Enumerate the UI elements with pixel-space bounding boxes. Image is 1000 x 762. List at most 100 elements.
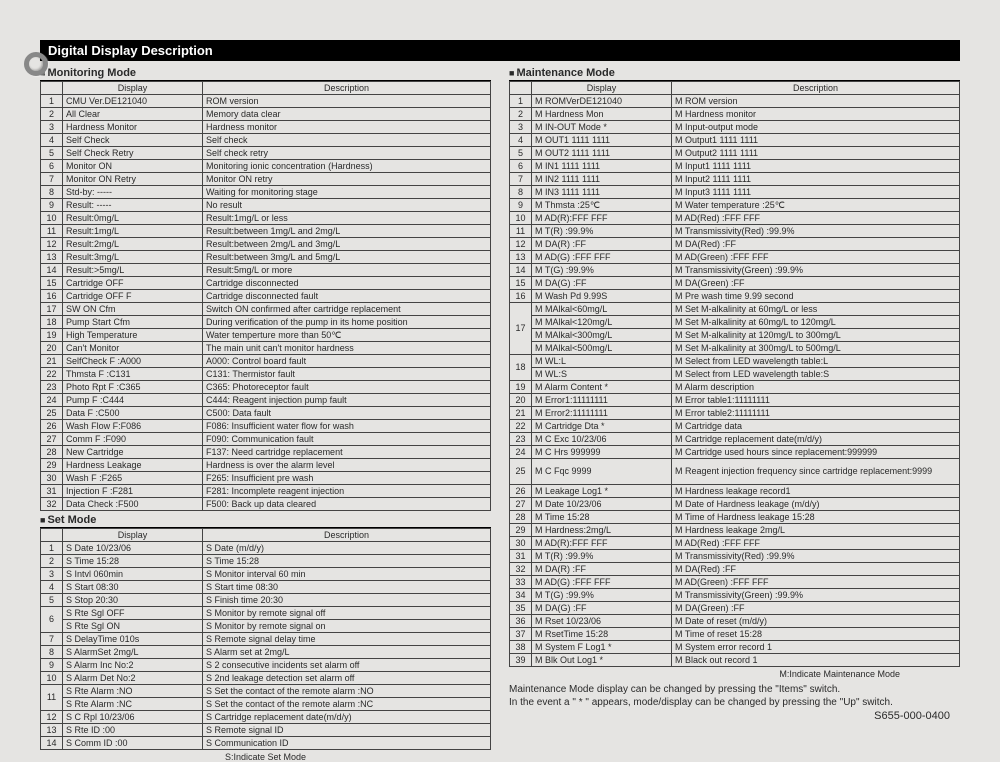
table-row: 27M Date 10/23/06M Date of Hardness leak… <box>510 498 960 511</box>
table-row: 7M IN2 1111 1111M Input2 1111 1111 <box>510 173 960 186</box>
row-index: 18 <box>510 355 532 381</box>
description-cell: Monitoring ionic concentration (Hardness… <box>203 160 491 173</box>
row-index: 17 <box>510 303 532 355</box>
table-row: 16M Wash Pd 9.99SM Pre wash time 9.99 se… <box>510 290 960 303</box>
row-index: 28 <box>41 446 63 459</box>
table-row: 33M AD(G) :FFF FFFM AD(Green) :FFF FFF <box>510 576 960 589</box>
row-index: 1 <box>41 95 63 108</box>
row-index: 20 <box>41 342 63 355</box>
row-index: 39 <box>510 654 532 667</box>
description-cell: C500: Data fault <box>203 407 491 420</box>
description-cell: F090: Communication fault <box>203 433 491 446</box>
description-cell: C131: Thermistor fault <box>203 368 491 381</box>
row-index: 12 <box>41 238 63 251</box>
description-cell: M Cartridge replacement date(m/d/y) <box>672 433 960 446</box>
description-cell: M Transmissivity(Green) :99.9% <box>672 264 960 277</box>
display-cell: M AD(G) :FFF FFF <box>532 251 672 264</box>
table-row: M MAlkal<120mg/LM Set M-alkalinity at 60… <box>510 316 960 329</box>
row-index: 4 <box>510 134 532 147</box>
row-index: 29 <box>510 524 532 537</box>
description-cell: M Reagent injection frequency since cart… <box>672 459 960 485</box>
row-index: 32 <box>41 498 63 511</box>
description-cell: A000: Control board fault <box>203 355 491 368</box>
display-cell: S Alarm Det No:2 <box>63 672 203 685</box>
row-index: 14 <box>41 264 63 277</box>
table-row: 13Result:3mg/LResult:between 3mg/L and 5… <box>41 251 491 264</box>
table-row: 4Self CheckSelf check <box>41 134 491 147</box>
description-cell: M Hardness leakage record1 <box>672 485 960 498</box>
description-cell: S Remote signal delay time <box>203 633 491 646</box>
description-cell: M Transmissivity(Green) :99.9% <box>672 589 960 602</box>
set-table: Display Description 1S Date 10/23/06S Da… <box>40 528 491 750</box>
description-cell: ROM version <box>203 95 491 108</box>
row-index: 37 <box>510 628 532 641</box>
row-index: 32 <box>510 563 532 576</box>
table-row: 25M C Fqc 9999M Reagent injection freque… <box>510 459 960 485</box>
maintenance-mode-header: Maintenance Mode <box>509 66 960 81</box>
table-row: 9S Alarm Inc No:2S 2 consecutive inciden… <box>41 659 491 672</box>
row-index: 13 <box>41 251 63 264</box>
page-title: Digital Display Description <box>40 40 960 61</box>
row-index: 31 <box>510 550 532 563</box>
display-cell: Comm F :F090 <box>63 433 203 446</box>
row-index: 3 <box>510 121 532 134</box>
table-row: 19High TemperatureWater temperture more … <box>41 329 491 342</box>
table-row: 27Comm F :F090F090: Communication fault <box>41 433 491 446</box>
display-cell: M C Fqc 9999 <box>532 459 672 485</box>
monitoring-table: Display Description 1CMU Ver.DE121040ROM… <box>40 81 491 511</box>
table-row: 18M WL:LM Select from LED wavelength tab… <box>510 355 960 368</box>
table-row: 25Data F :C500C500: Data fault <box>41 407 491 420</box>
display-cell: Injection F :F281 <box>63 485 203 498</box>
display-cell: S Intvl 060min <box>63 568 203 581</box>
display-cell: CMU Ver.DE121040 <box>63 95 203 108</box>
table-row: 9M Thmsta :25℃M Water temperature :25℃ <box>510 199 960 212</box>
display-cell: Hardness Leakage <box>63 459 203 472</box>
description-cell: M Cartridge data <box>672 420 960 433</box>
description-cell: C444: Reagent injection pump fault <box>203 394 491 407</box>
table-row: 14S Comm ID :00S Communication ID <box>41 737 491 750</box>
table-row: 7Monitor ON RetryMonitor ON retry <box>41 173 491 186</box>
table-row: 29Hardness LeakageHardness is over the a… <box>41 459 491 472</box>
display-cell: Data Check :F500 <box>63 498 203 511</box>
display-cell: S DelayTime 010s <box>63 633 203 646</box>
description-cell: M Select from LED wavelength table:L <box>672 355 960 368</box>
description-cell: M Transmissivity(Red) :99.9% <box>672 225 960 238</box>
display-cell: New Cartridge <box>63 446 203 459</box>
display-cell: S Comm ID :00 <box>63 737 203 750</box>
table-row: 8M IN3 1111 1111M Input3 1111 1111 <box>510 186 960 199</box>
table-row: 10S Alarm Det No:2S 2nd leakage detectio… <box>41 672 491 685</box>
table-row: 12Result:2mg/LResult:between 2mg/L and 3… <box>41 238 491 251</box>
table-row: 17SW ON CfmSwitch ON confirmed after car… <box>41 303 491 316</box>
display-cell: M Error2:11111111 <box>532 407 672 420</box>
table-row: 4S Start 08:30S Start time 08:30 <box>41 581 491 594</box>
row-index: 9 <box>510 199 532 212</box>
description-cell: Result:1mg/L or less <box>203 212 491 225</box>
display-cell: M T(R) :99.9% <box>532 550 672 563</box>
display-cell: M C Hrs 999999 <box>532 446 672 459</box>
description-cell: S Remote signal ID <box>203 724 491 737</box>
display-cell: Std-by: ----- <box>63 186 203 199</box>
set-mode-footnote: S:Indicate Set Mode <box>40 752 491 762</box>
description-cell: Cartridge disconnected fault <box>203 290 491 303</box>
description-cell: M System error record 1 <box>672 641 960 654</box>
table-row: 11M T(R) :99.9%M Transmissivity(Red) :99… <box>510 225 960 238</box>
display-cell: S Alarm Inc No:2 <box>63 659 203 672</box>
description-cell: The main unit can't monitor hardness <box>203 342 491 355</box>
description-cell: S Monitor interval 60 min <box>203 568 491 581</box>
description-cell: S Cartridge replacement date(m/d/y) <box>203 711 491 724</box>
display-cell: M AD(R):FFF FFF <box>532 212 672 225</box>
table-row: 10M AD(R):FFF FFFM AD(Red) :FFF FFF <box>510 212 960 225</box>
row-index: 27 <box>41 433 63 446</box>
description-cell: Water temperture more than 50℃ <box>203 329 491 342</box>
description-cell: M Output1 1111 1111 <box>672 134 960 147</box>
row-index: 26 <box>41 420 63 433</box>
description-cell: M Date of Hardness leakage (m/d/y) <box>672 498 960 511</box>
description-cell: M Output2 1111 1111 <box>672 147 960 160</box>
table-row: 32M DA(R) :FFM DA(Red) :FF <box>510 563 960 576</box>
display-cell: Result:>5mg/L <box>63 264 203 277</box>
description-cell: Result:between 3mg/L and 5mg/L <box>203 251 491 264</box>
row-index: 29 <box>41 459 63 472</box>
table-row: 5Self Check RetrySelf check retry <box>41 147 491 160</box>
instruction-line-1: Maintenance Mode display can be changed … <box>509 683 960 696</box>
description-cell: M AD(Green) :FFF FFF <box>672 251 960 264</box>
